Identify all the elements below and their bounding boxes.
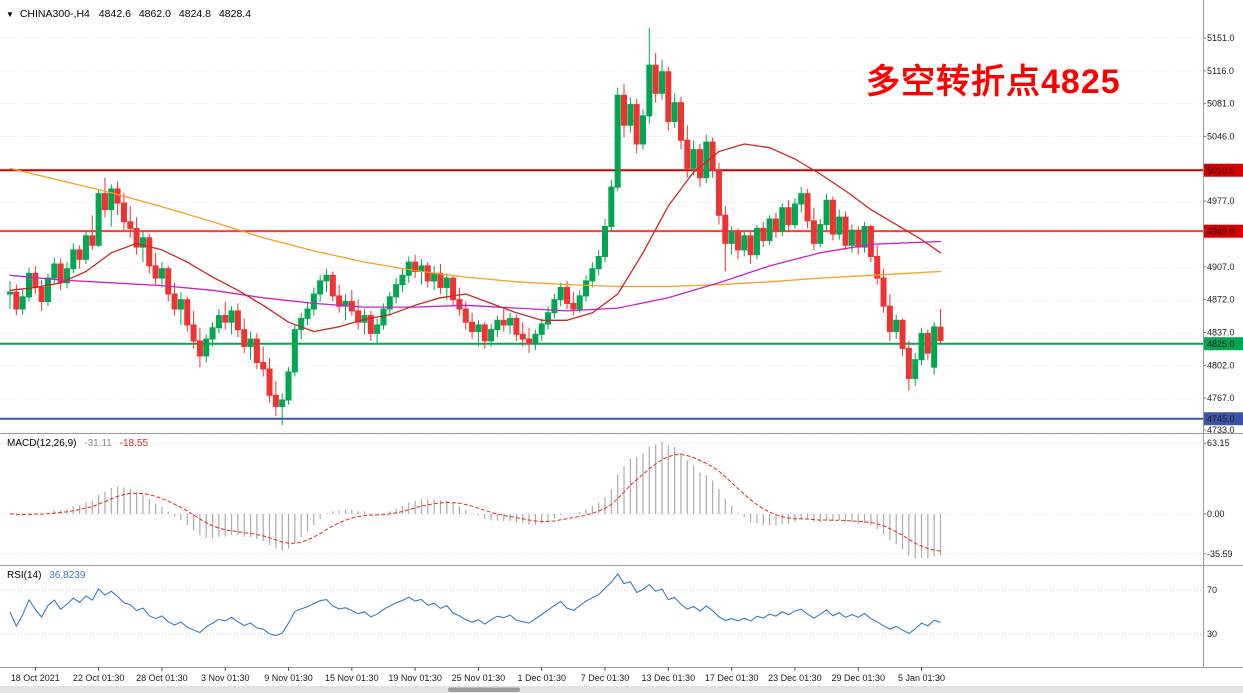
svg-text:4802.0: 4802.0 [1207,360,1235,370]
rsi-name: RSI(14) [7,570,42,581]
macd-indicator-label: MACD(12,26,9) -31.11 -18.55 [7,438,148,449]
scrollbar-thumb[interactable] [448,687,520,693]
svg-text:29 Dec 01:30: 29 Dec 01:30 [831,673,885,683]
svg-text:70: 70 [1207,585,1217,595]
svg-text:3 Nov 01:30: 3 Nov 01:30 [201,673,250,683]
svg-text:4825.0: 4825.0 [1207,339,1235,349]
rsi-line [9,573,941,637]
macd-histogram [15,441,942,559]
macd-signal-value: -18.55 [119,438,149,449]
macd-signal-line [9,453,941,552]
svg-text:1 Dec 01:30: 1 Dec 01:30 [517,673,566,683]
horizontal-scrollbar [0,686,1243,693]
svg-text:4733.0: 4733.0 [1207,425,1235,435]
svg-text:17 Dec 01:30: 17 Dec 01:30 [705,673,759,683]
svg-text:28 Oct 01:30: 28 Oct 01:30 [136,673,188,683]
svg-text:4945.0: 4945.0 [1207,227,1235,237]
svg-text:4837.0: 4837.0 [1207,327,1235,337]
macd-main-value: -31.11 [84,438,112,449]
svg-text:4907.0: 4907.0 [1207,262,1235,272]
candles [7,27,944,426]
svg-text:5046.0: 5046.0 [1207,131,1235,141]
svg-text:23 Dec 01:30: 23 Dec 01:30 [768,673,822,683]
svg-text:63.15: 63.15 [1207,438,1230,448]
svg-text:7 Dec 01:30: 7 Dec 01:30 [581,673,630,683]
rsi-value: 36.8239 [49,570,86,581]
date-axis: 18 Oct 2021 22 Oct 01:30 28 Oct 01:30 3 Nov… [11,667,945,683]
svg-text:5116.0: 5116.0 [1207,66,1234,76]
macd-name: MACD(12,26,9) [7,438,77,449]
close-value: 4828.4 [218,8,252,20]
svg-text:19 Nov 01:30: 19 Nov 01:30 [388,673,442,683]
svg-text:5010.0: 5010.0 [1207,166,1235,176]
panel-separators [0,0,1243,668]
price-level-badges: 5010.0 4945.0 4825.0 4745.0 [1204,163,1243,426]
svg-text:5081.0: 5081.0 [1207,99,1235,109]
svg-text:-35.59: -35.59 [1207,549,1233,559]
svg-text:18 Oct 2021: 18 Oct 2021 [11,673,60,683]
svg-text:15 Nov 01:30: 15 Nov 01:30 [325,673,379,683]
svg-text:30: 30 [1207,629,1217,639]
macd-grid [0,442,1203,555]
svg-text:25 Nov 01:30: 25 Nov 01:30 [452,673,506,683]
symbol-timeframe-label: CHINA300-,H4 [19,8,90,20]
rsi-level-lines: 70 30 [0,585,1217,639]
symbol-ohlc-header: ▼ CHINA300-,H4 4842.6 4862.0 4824.8 4828… [6,8,256,20]
svg-text:0.00: 0.00 [1207,509,1225,519]
svg-text:5151.0: 5151.0 [1207,33,1235,43]
svg-text:5 Jan 01:30: 5 Jan 01:30 [898,673,945,683]
svg-text:9 Nov 01:30: 9 Nov 01:30 [264,673,313,683]
ohlc-values: 4842.6 4862.0 4824.8 4828.4 [99,8,256,20]
rsi-indicator-label: RSI(14) 36.8239 [7,570,85,581]
collapse-triangle-icon[interactable]: ▼ [6,10,14,19]
low-value: 4824.8 [178,8,212,20]
svg-text:4767.0: 4767.0 [1207,393,1235,403]
macd-axis-labels: 63.15 0.00 -35.59 [1203,438,1233,559]
svg-text:4977.0: 4977.0 [1207,196,1235,206]
svg-text:22 Oct 01:30: 22 Oct 01:30 [73,673,125,683]
open-value: 4842.6 [98,8,131,20]
ma-medium-line [9,240,942,312]
high-value: 4862.0 [138,8,171,20]
ma-slow-line [9,167,942,288]
ma-fast-line [9,143,942,333]
svg-text:4745.0: 4745.0 [1207,414,1235,424]
svg-text:13 Dec 01:30: 13 Dec 01:30 [642,673,696,683]
price-grid [0,37,1203,433]
svg-text:4872.0: 4872.0 [1207,295,1235,305]
annotation-text: 多空转折点4825 [866,63,1121,101]
